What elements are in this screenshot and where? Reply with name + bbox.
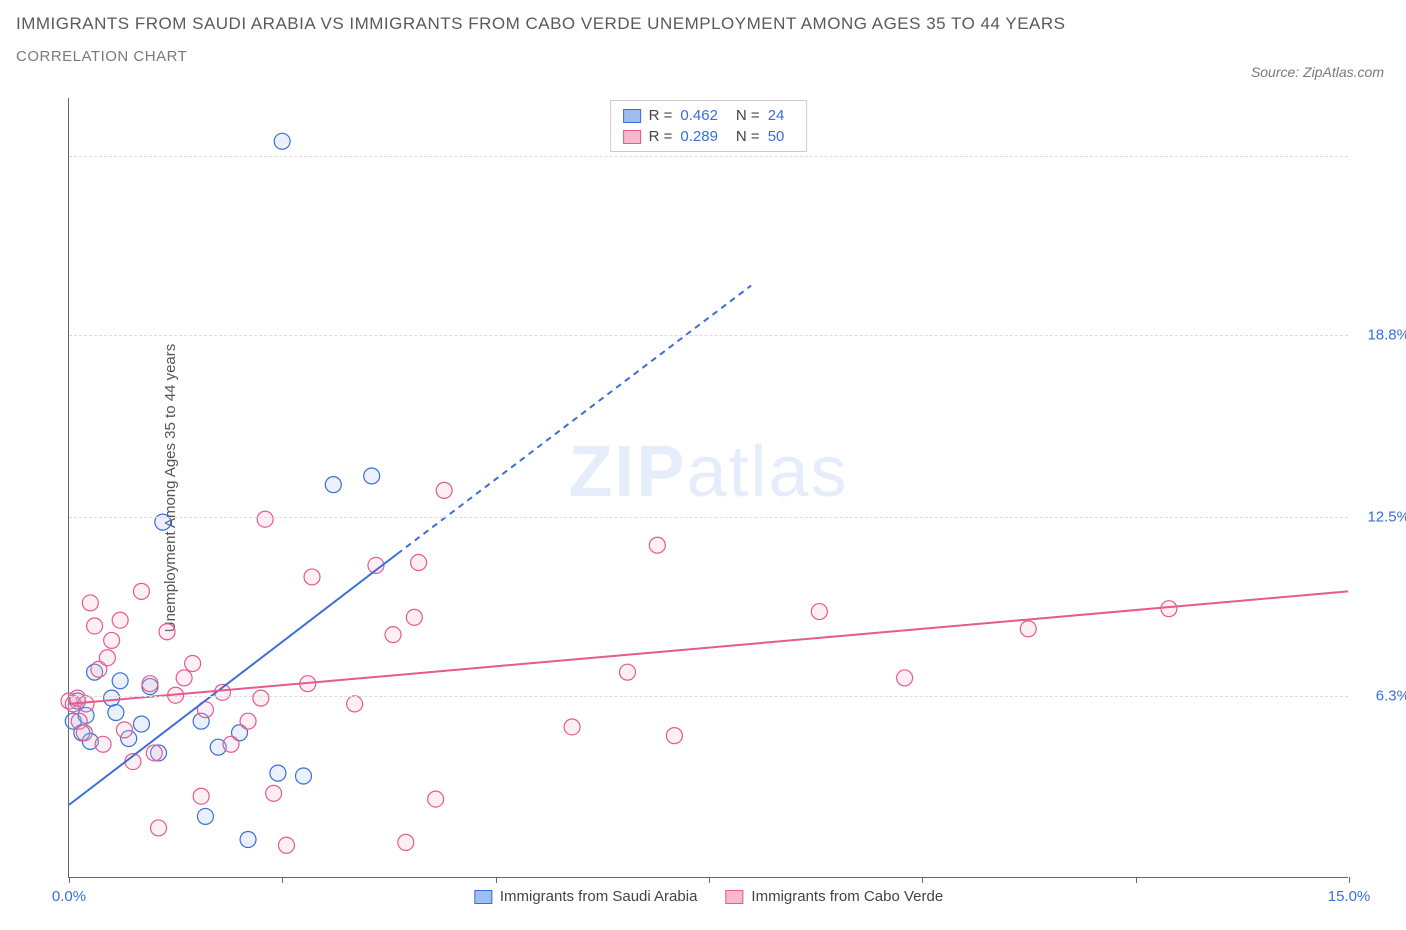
- source-attribution: Source: ZipAtlas.com: [1251, 64, 1384, 80]
- trend-line: [69, 591, 1348, 704]
- data-point: [270, 765, 286, 781]
- data-point: [304, 569, 320, 585]
- r-label: R =: [649, 107, 673, 124]
- x-tick: [922, 877, 923, 883]
- data-point: [104, 632, 120, 648]
- n-value-cabo: 50: [768, 128, 785, 145]
- r-value-saudi: 0.462: [680, 107, 718, 124]
- legend-stats: R = 0.462 N = 24 R = 0.289 N = 50: [610, 100, 808, 152]
- data-point: [78, 696, 94, 712]
- data-point: [82, 595, 98, 611]
- data-point: [104, 690, 120, 706]
- legend-label-saudi: Immigrants from Saudi Arabia: [500, 888, 698, 905]
- data-point: [347, 696, 363, 712]
- page-subtitle: CORRELATION CHART: [16, 48, 1386, 65]
- data-point: [176, 670, 192, 686]
- y-tick-label: 18.8%: [1367, 326, 1406, 343]
- data-point: [133, 716, 149, 732]
- data-point: [428, 791, 444, 807]
- n-value-saudi: 24: [768, 107, 785, 124]
- data-point: [411, 555, 427, 571]
- data-point: [253, 690, 269, 706]
- data-point: [398, 834, 414, 850]
- x-tick: [496, 877, 497, 883]
- data-point: [112, 673, 128, 689]
- data-point: [257, 511, 273, 527]
- data-point: [240, 713, 256, 729]
- data-point: [99, 650, 115, 666]
- data-point: [116, 722, 132, 738]
- data-point: [197, 808, 213, 824]
- legend-series: Immigrants from Saudi Arabia Immigrants …: [474, 888, 943, 905]
- legend-label-cabo: Immigrants from Cabo Verde: [751, 888, 943, 905]
- data-point: [897, 670, 913, 686]
- data-point: [295, 768, 311, 784]
- legend-stats-row-saudi: R = 0.462 N = 24: [623, 105, 795, 126]
- data-point: [112, 612, 128, 628]
- y-tick-label: 12.5%: [1367, 508, 1406, 525]
- data-point: [274, 133, 290, 149]
- plot-area: ZIPatlas R = 0.462 N = 24 R = 0.289 N = …: [68, 98, 1348, 878]
- data-point: [436, 482, 452, 498]
- legend-item-cabo: Immigrants from Cabo Verde: [725, 888, 943, 905]
- data-point: [193, 788, 209, 804]
- gridline: [69, 335, 1348, 336]
- legend-stats-row-cabo: R = 0.289 N = 50: [623, 126, 795, 147]
- x-tick-label: 15.0%: [1328, 888, 1371, 905]
- data-point: [325, 477, 341, 493]
- data-point: [159, 624, 175, 640]
- r-value-cabo: 0.289: [680, 128, 718, 145]
- data-point: [151, 820, 167, 836]
- x-tick: [709, 877, 710, 883]
- data-point: [564, 719, 580, 735]
- n-label: N =: [736, 107, 760, 124]
- data-point: [76, 725, 92, 741]
- data-point: [364, 468, 380, 484]
- data-point: [1161, 601, 1177, 617]
- data-point: [620, 664, 636, 680]
- plot-svg: [69, 98, 1348, 877]
- gridline: [69, 696, 1348, 697]
- data-point: [142, 676, 158, 692]
- data-point: [133, 583, 149, 599]
- swatch-cabo: [725, 890, 743, 904]
- page-title: IMMIGRANTS FROM SAUDI ARABIA VS IMMIGRAN…: [16, 14, 1386, 34]
- swatch-saudi: [623, 109, 641, 123]
- swatch-cabo: [623, 130, 641, 144]
- data-point: [406, 609, 422, 625]
- data-point: [223, 736, 239, 752]
- data-point: [108, 705, 124, 721]
- data-point: [95, 736, 111, 752]
- gridline: [69, 517, 1348, 518]
- trend-line: [397, 286, 751, 554]
- data-point: [811, 604, 827, 620]
- x-tick: [69, 877, 70, 883]
- data-point: [266, 785, 282, 801]
- x-tick: [1349, 877, 1350, 883]
- n-label: N =: [736, 128, 760, 145]
- x-tick: [282, 877, 283, 883]
- data-point: [185, 656, 201, 672]
- data-point: [649, 537, 665, 553]
- data-point: [1020, 621, 1036, 637]
- data-point: [240, 832, 256, 848]
- gridline: [69, 156, 1348, 157]
- y-tick-label: 6.3%: [1376, 688, 1406, 705]
- data-point: [146, 745, 162, 761]
- legend-item-saudi: Immigrants from Saudi Arabia: [474, 888, 698, 905]
- data-point: [385, 627, 401, 643]
- data-point: [666, 728, 682, 744]
- x-tick-label: 0.0%: [52, 888, 86, 905]
- x-tick: [1136, 877, 1137, 883]
- swatch-saudi: [474, 890, 492, 904]
- r-label: R =: [649, 128, 673, 145]
- data-point: [87, 618, 103, 634]
- correlation-chart: Unemployment Among Ages 35 to 44 years Z…: [50, 98, 1386, 878]
- data-point: [278, 837, 294, 853]
